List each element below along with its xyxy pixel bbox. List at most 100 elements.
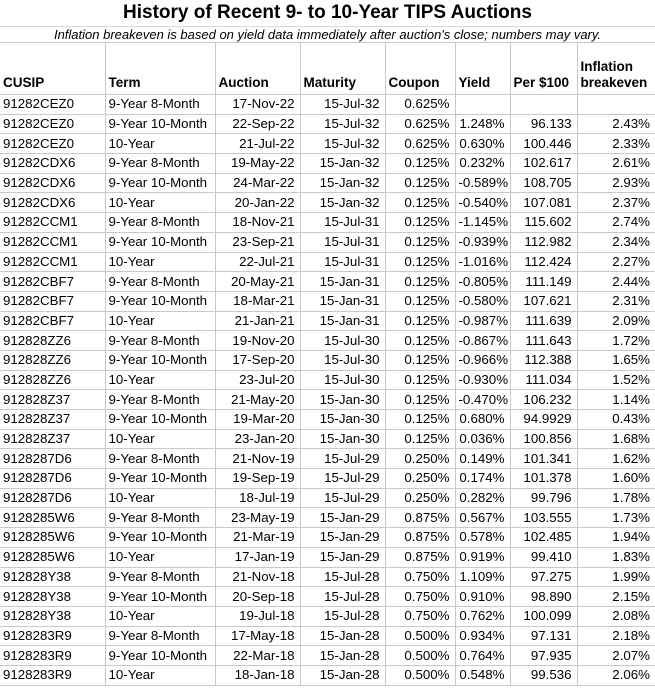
cell-term: 9-Year 8-Month xyxy=(104,330,216,351)
cell-term: 10-Year xyxy=(104,369,216,391)
cell-coupon: 0.125% xyxy=(384,409,456,430)
cell-coupon: 0.125% xyxy=(384,428,456,450)
cell-auction: 21-Nov-19 xyxy=(214,448,301,470)
cell-yield: 0.174% xyxy=(454,468,511,489)
column-header-coupon: Coupon xyxy=(384,42,456,95)
cell-cusip: 9128287D6 xyxy=(0,487,106,509)
cell-auction: 20-May-21 xyxy=(214,271,301,292)
cell-cusip: 91282CEZ0 xyxy=(0,133,106,155)
cell-breakeven: 2.93% xyxy=(576,172,655,194)
column-header-yield: Yield xyxy=(454,42,511,95)
cell-term: 9-Year 10-Month xyxy=(104,113,216,135)
cell-cusip: 91282CEZ0 xyxy=(0,94,106,115)
cell-auction: 19-Mar-20 xyxy=(214,409,301,430)
cell-auction: 18-Jan-18 xyxy=(214,664,301,686)
table-row: 91282CDX6 9-Year 8-Month 19-May-22 15-Jan-3… xyxy=(0,153,655,174)
cell-per100 xyxy=(509,94,578,115)
cell-breakeven: 2.44% xyxy=(576,271,655,292)
cell-per100: 112.424 xyxy=(509,251,578,273)
cell-auction: 22-Sep-22 xyxy=(214,113,301,135)
cell-coupon: 0.875% xyxy=(384,527,456,548)
cell-per100: 101.341 xyxy=(509,448,578,470)
cell-cusip: 9128287D6 xyxy=(0,448,106,470)
table-row: 9128285W6 9-Year 10-Month 21-Mar-19 15-Jan-… xyxy=(0,527,655,548)
cell-coupon: 0.125% xyxy=(384,330,456,351)
cell-term: 10-Year xyxy=(104,605,216,627)
cell-yield: 0.282% xyxy=(454,487,511,509)
column-header-breakeven: Inflation breakeven xyxy=(576,42,655,95)
cell-term: 9-Year 10-Month xyxy=(104,172,216,194)
cell-coupon: 0.875% xyxy=(384,546,456,568)
table-row: 91282CCM1 10-Year 22-Jul-21 15-Jul-31 0.125%… xyxy=(0,251,655,273)
cell-maturity: 15-Jul-30 xyxy=(299,369,386,391)
cell-coupon: 0.125% xyxy=(384,349,456,371)
cell-breakeven: 2.15% xyxy=(576,586,655,607)
table-row: 9128283R9 9-Year 8-Month 17-May-18 15-Jan-2… xyxy=(0,625,655,647)
cell-breakeven: 1.68% xyxy=(576,428,655,450)
page-title: History of Recent 9- to 10-Year TIPS Auc… xyxy=(0,0,655,27)
cell-maturity: 15-Jan-32 xyxy=(299,172,386,194)
cell-maturity: 15-Jul-32 xyxy=(299,94,386,115)
cell-coupon: 0.250% xyxy=(384,448,456,470)
column-header-auction: Auction xyxy=(214,42,301,95)
column-header-maturity: Maturity xyxy=(299,42,386,95)
cell-breakeven: 2.27% xyxy=(576,251,655,273)
cell-auction: 21-May-20 xyxy=(214,389,301,410)
cell-maturity: 15-Jul-32 xyxy=(299,113,386,135)
cell-coupon: 0.625% xyxy=(384,133,456,155)
cell-yield: -0.867% xyxy=(454,330,511,351)
cell-breakeven: 1.14% xyxy=(576,389,655,410)
table-row: 9128285W6 9-Year 8-Month 23-May-19 15-Jan-2… xyxy=(0,507,655,529)
cell-auction: 22-Mar-18 xyxy=(214,645,301,666)
cell-maturity: 15-Jan-32 xyxy=(299,192,386,214)
cell-coupon: 0.125% xyxy=(384,231,456,253)
cell-maturity: 15-Jul-31 xyxy=(299,231,386,253)
cell-coupon: 0.125% xyxy=(384,192,456,214)
cell-breakeven: 2.61% xyxy=(576,153,655,174)
cell-auction: 19-Nov-20 xyxy=(214,330,301,351)
cell-auction: 17-Sep-20 xyxy=(214,349,301,371)
cell-cusip: 9128283R9 xyxy=(0,625,106,647)
cell-cusip: 9128285W6 xyxy=(0,546,106,568)
table-row: 912828Y38 9-Year 10-Month 20-Sep-18 15-Jul-… xyxy=(0,586,655,607)
cell-term: 9-Year 10-Month xyxy=(104,586,216,607)
cell-maturity: 15-Jul-31 xyxy=(299,251,386,273)
cell-breakeven: 1.83% xyxy=(576,546,655,568)
table-row: 91282CEZ0 9-Year 10-Month 22-Sep-22 15-Jul-… xyxy=(0,113,655,135)
cell-cusip: 912828ZZ6 xyxy=(0,349,106,371)
cell-per100: 112.982 xyxy=(509,231,578,253)
cell-coupon: 0.125% xyxy=(384,153,456,174)
cell-per100: 107.621 xyxy=(509,290,578,312)
table-row: 912828Y38 9-Year 8-Month 21-Nov-18 15-Jul-2… xyxy=(0,566,655,588)
cell-per100: 100.856 xyxy=(509,428,578,450)
cell-maturity: 15-Jul-29 xyxy=(299,468,386,489)
cell-maturity: 15-Jan-31 xyxy=(299,310,386,332)
cell-maturity: 15-Jul-32 xyxy=(299,133,386,155)
cell-term: 10-Year xyxy=(104,251,216,273)
cell-auction: 23-May-19 xyxy=(214,507,301,529)
cell-per100: 102.617 xyxy=(509,153,578,174)
cell-term: 9-Year 10-Month xyxy=(104,290,216,312)
table-row: 912828ZZ6 9-Year 10-Month 17-Sep-20 15-Jul-… xyxy=(0,349,655,371)
cell-per100: 111.149 xyxy=(509,271,578,292)
cell-yield: -0.580% xyxy=(454,290,511,312)
cell-yield: 0.762% xyxy=(454,605,511,627)
cell-yield: -1.145% xyxy=(454,212,511,233)
cell-yield: 0.934% xyxy=(454,625,511,647)
cell-yield: 0.036% xyxy=(454,428,511,450)
cell-per100: 106.232 xyxy=(509,389,578,410)
cell-cusip: 9128285W6 xyxy=(0,507,106,529)
cell-breakeven: 1.99% xyxy=(576,566,655,588)
cell-maturity: 15-Jan-30 xyxy=(299,389,386,410)
cell-cusip: 91282CEZ0 xyxy=(0,113,106,135)
cell-term: 10-Year xyxy=(104,192,216,214)
cell-yield: 0.919% xyxy=(454,546,511,568)
cell-auction: 17-May-18 xyxy=(214,625,301,647)
cell-breakeven: 1.94% xyxy=(576,527,655,548)
table-row: 91282CBF7 9-Year 8-Month 20-May-21 15-Jan-3… xyxy=(0,271,655,292)
cell-breakeven: 2.33% xyxy=(576,133,655,155)
header-row: CUSIP Term Auction Maturity Coupon Yield… xyxy=(0,42,655,95)
cell-per100: 94.9929 xyxy=(509,409,578,430)
cell-maturity: 15-Jan-30 xyxy=(299,409,386,430)
